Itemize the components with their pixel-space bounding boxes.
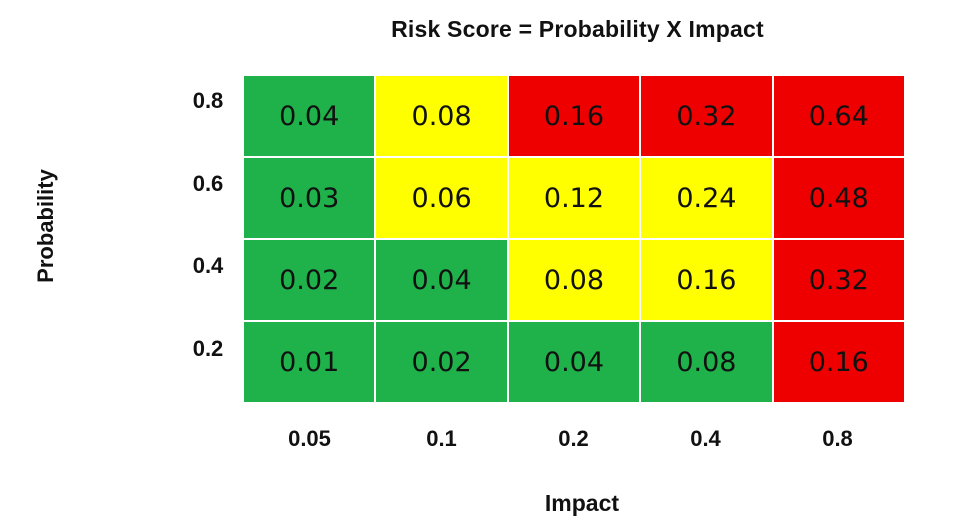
heatmap-cell: 0.64 <box>773 76 904 156</box>
heatmap-cell: 0.32 <box>773 240 904 320</box>
heatmap-cell: 0.08 <box>641 322 772 402</box>
heatmap-cell: 0.12 <box>508 158 640 238</box>
heatmap-cell: 0.04 <box>508 322 640 402</box>
heatmap-grid: 0.04 0.08 0.16 0.32 0.64 0.03 0.06 0.12 0.24 0.48… <box>244 76 904 402</box>
heatmap-cell: 0.03 <box>244 158 375 238</box>
heatmap-cell: 0.24 <box>641 158 772 238</box>
heatmap-cell: 0.04 <box>244 76 375 156</box>
heatmap-cell: 0.16 <box>773 322 904 402</box>
heatmap-cell: 0.02 <box>376 322 507 402</box>
heatmap-cell: 0.04 <box>376 240 507 320</box>
heatmap-cell: 0.48 <box>773 158 904 238</box>
heatmap-cell: 0.08 <box>376 76 507 156</box>
x-axis-label: Impact <box>544 490 620 516</box>
y-tick-label: 0.4 <box>192 253 224 278</box>
x-tick-label: 0.1 <box>426 426 457 451</box>
heatmap-cell: 0.16 <box>641 240 772 320</box>
x-tick-label: 0.4 <box>690 426 721 451</box>
x-tick-label: 0.2 <box>558 426 589 451</box>
x-tick-label: 0.8 <box>822 426 853 451</box>
y-tick-label: 0.6 <box>192 171 224 196</box>
y-axis-label: Probability <box>33 169 58 283</box>
heatmap-cell: 0.06 <box>376 158 507 238</box>
heatmap-cell: 0.02 <box>244 240 375 320</box>
y-tick-label: 0.8 <box>192 88 224 113</box>
heatmap-cell: 0.01 <box>244 322 375 402</box>
heatmap-cell: 0.08 <box>508 240 640 320</box>
heatmap-cell: 0.32 <box>641 76 772 156</box>
chart-title: Risk Score = Probability X Impact <box>391 16 764 42</box>
y-tick-label: 0.2 <box>192 336 224 361</box>
heatmap-cell: 0.16 <box>508 76 640 156</box>
x-tick-label: 0.05 <box>288 426 331 451</box>
